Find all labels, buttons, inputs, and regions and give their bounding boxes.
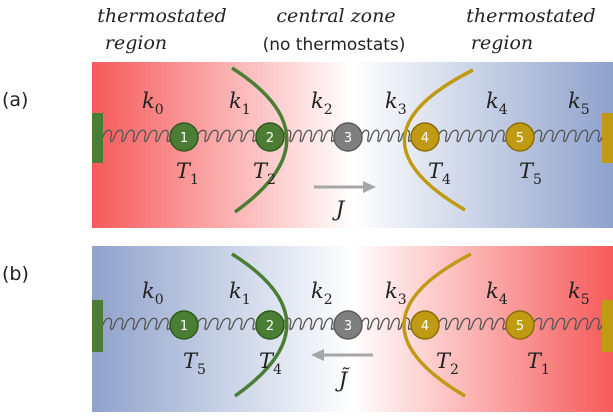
panel-b-left-boundary-curve	[231, 252, 289, 398]
spring-1	[196, 129, 258, 143]
panel-a-left-boundary-curve	[231, 66, 289, 214]
particle-5	[505, 122, 535, 152]
particle-4	[410, 122, 440, 152]
particle-3	[333, 310, 363, 340]
particle-1-label: 1	[180, 319, 188, 334]
panel-a-current-label: J	[332, 197, 346, 221]
panel-a-right-boundary-curve	[402, 68, 474, 212]
particle-5-label: 5	[516, 131, 524, 146]
spring-4	[437, 317, 508, 331]
spring-0	[102, 129, 172, 143]
particle-4	[410, 310, 440, 340]
right-region-label-line1: thermostated	[466, 5, 595, 27]
panel-a-springs	[102, 129, 603, 143]
panel-b-particles: 1 2 3 4 5	[169, 310, 535, 340]
spring-4	[437, 129, 508, 143]
spring-1	[196, 317, 258, 331]
panel-b-right-wall	[602, 300, 613, 352]
central-zone-label: central zone	[276, 5, 395, 27]
panel-a-particles: 1 2 3 4 5	[169, 122, 535, 152]
left-region-label-line2: region	[105, 32, 167, 54]
panel-b-label: (b)	[2, 263, 29, 285]
spring-5	[532, 317, 603, 331]
particle-1-label: 1	[180, 131, 188, 146]
left-region-label-line1: thermostated	[97, 5, 226, 27]
particle-2	[255, 122, 285, 152]
spring-0	[102, 317, 172, 331]
panel-b-current-arrow	[311, 349, 373, 361]
particle-1	[169, 310, 199, 340]
panel-a-left-wall	[92, 113, 103, 163]
spring-2	[282, 317, 336, 331]
spring-5	[532, 129, 603, 143]
current-arrow-head	[363, 181, 376, 193]
current-arrow-head	[311, 349, 324, 361]
panel-b-right-boundary-curve	[402, 252, 472, 398]
particle-2-label: 2	[266, 319, 274, 334]
panel-b-current-label: J̃	[335, 368, 351, 392]
header: thermostated region central zone (no the…	[97, 5, 595, 55]
particle-5	[505, 310, 535, 340]
particle-5-label: 5	[516, 319, 524, 334]
spring-2	[282, 129, 336, 143]
particle-3-label: 3	[344, 131, 352, 146]
particle-4-label: 4	[421, 319, 429, 334]
panel-b-left-wall	[92, 300, 103, 352]
particle-3-label: 3	[344, 319, 352, 334]
particle-2-label: 2	[266, 131, 274, 146]
particle-3	[333, 122, 363, 152]
particle-2	[255, 310, 285, 340]
no-thermostats-label: (no thermostats)	[263, 35, 406, 55]
panel-a-label: (a)	[2, 89, 28, 111]
particle-1	[169, 122, 199, 152]
particle-4-label: 4	[421, 131, 429, 146]
right-region-label-line2: region	[471, 32, 533, 54]
panel-a-current-arrow	[314, 181, 376, 193]
panel-a-right-wall	[602, 113, 613, 163]
